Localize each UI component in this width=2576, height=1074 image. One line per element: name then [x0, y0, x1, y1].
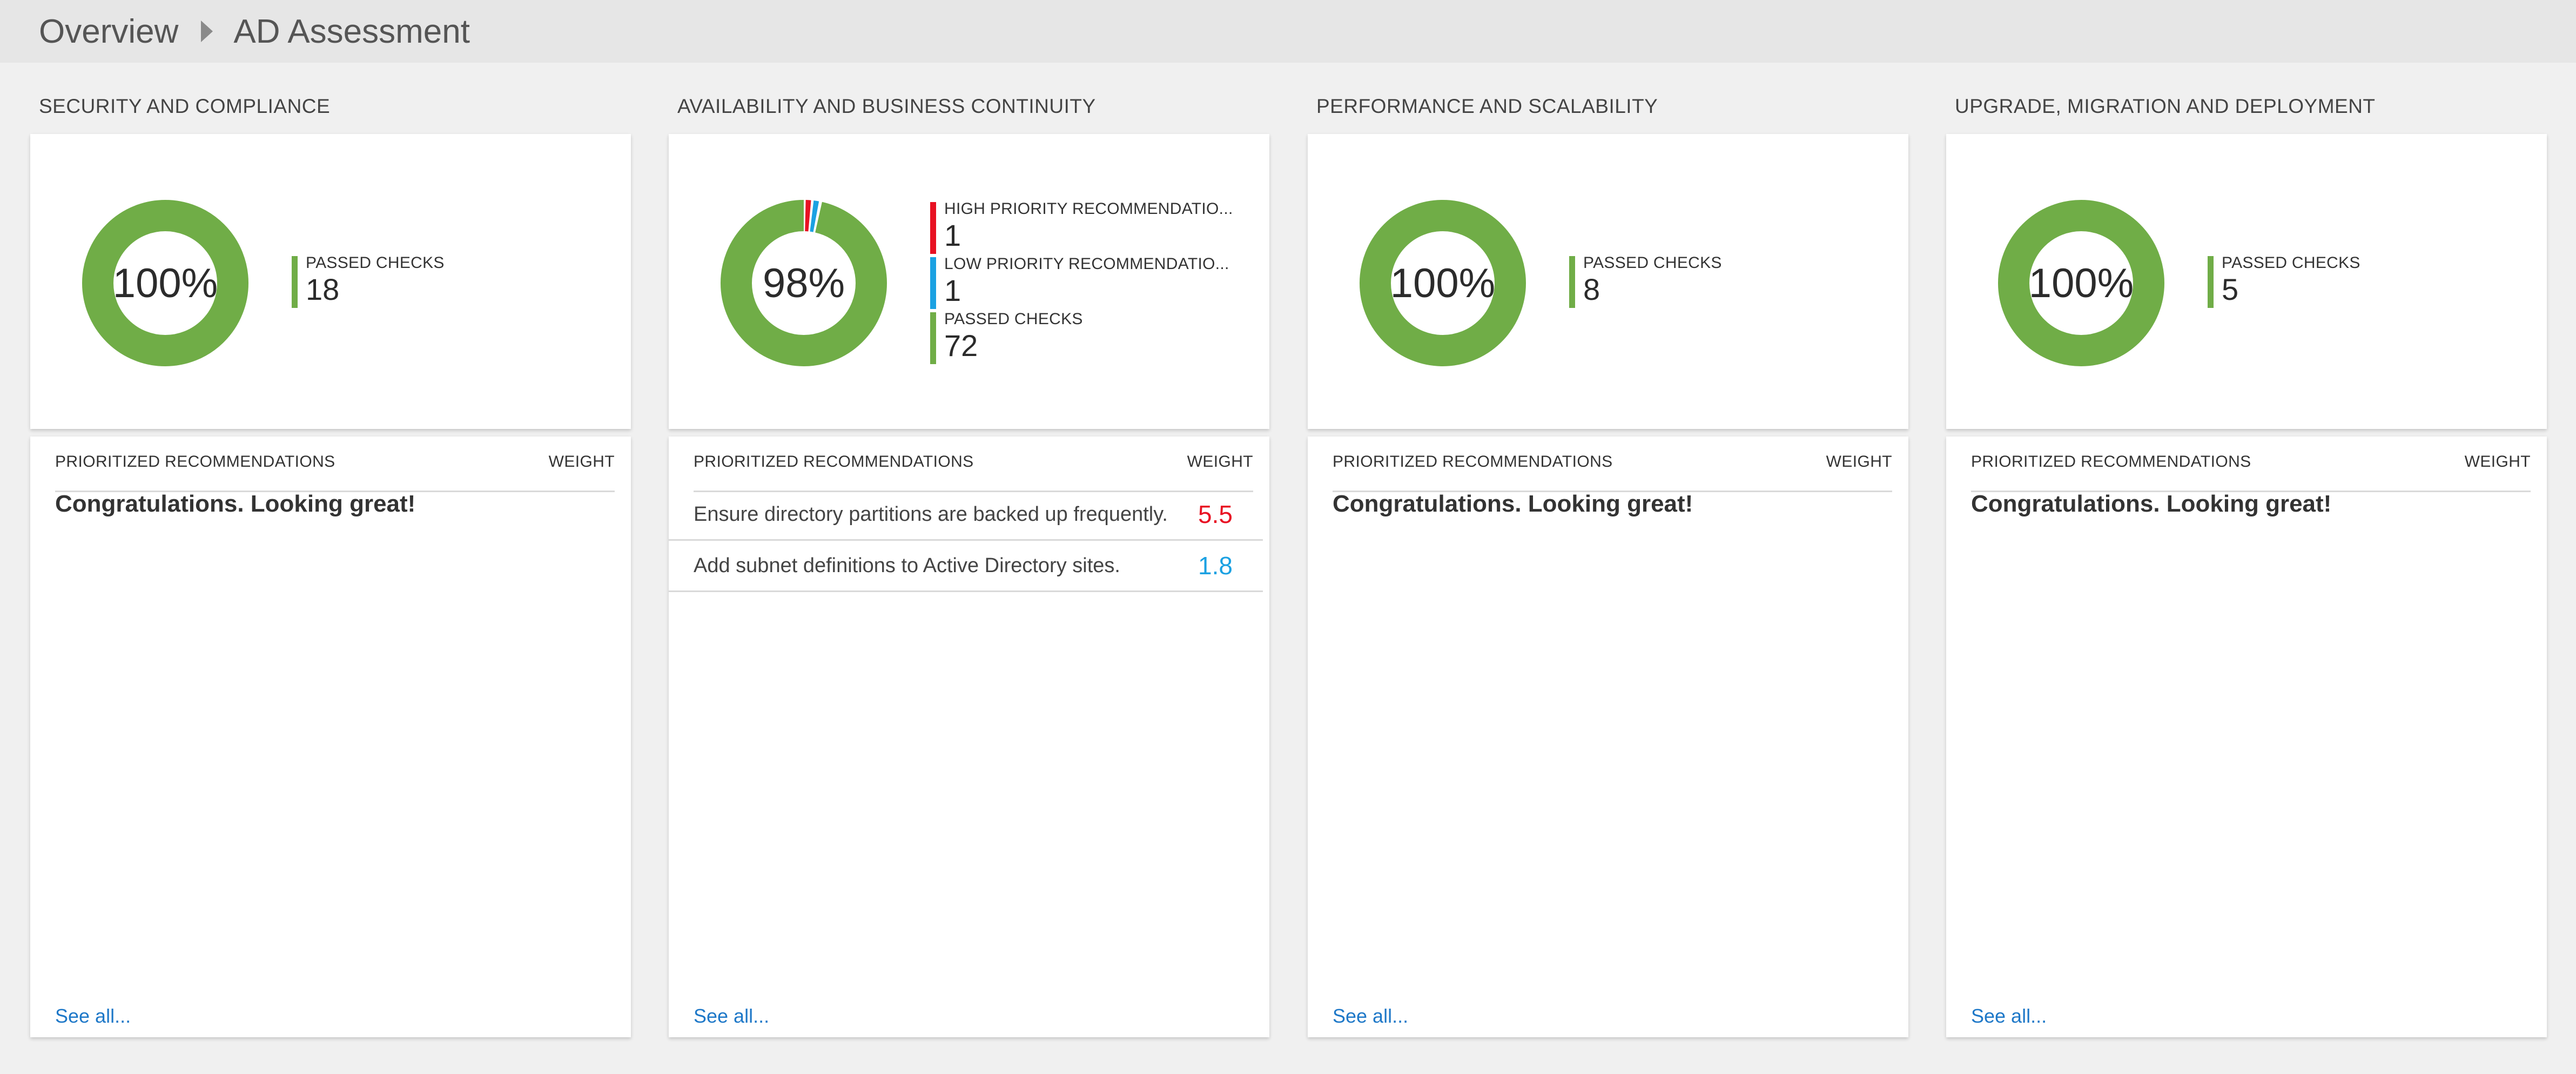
weight-header-label: WEIGHT [1826, 453, 1892, 471]
recommendations-tile: PRIORITIZED RECOMMENDATIONS WEIGHT Congr… [1946, 437, 2547, 1037]
legend-value: 18 [306, 272, 340, 306]
security-summary-tile[interactable]: 100% PASSED CHECKS 18 [30, 134, 631, 429]
legend-label: PASSED CHECKS [306, 254, 445, 272]
donut-chart [1360, 200, 1526, 366]
donut-segment-passed [1998, 200, 2164, 366]
donut-segment-passed [82, 200, 248, 366]
column-title: SECURITY AND COMPLIANCE [39, 95, 331, 117]
legend-item-passed: PASSED CHECKS 5 [2208, 254, 2360, 308]
recommendations-header: PRIORITIZED RECOMMENDATIONS WEIGHT [1971, 453, 2531, 492]
donut-chart [1998, 200, 2164, 366]
legend-label: HIGH PRIORITY RECOMMENDATIO... [944, 200, 1233, 218]
donut-chart [82, 200, 248, 366]
empty-message: Congratulations. Looking great! [1333, 491, 1693, 517]
legend-value: 1 [944, 218, 961, 252]
recommendation-weight: 5.5 [1198, 500, 1233, 528]
column-title: AVAILABILITY AND BUSINESS CONTINUITY [677, 95, 1096, 117]
see-all-link[interactable]: See all... [1971, 1005, 2047, 1027]
breadcrumb-overview[interactable]: Overview [39, 12, 179, 50]
donut-segment-passed [1360, 200, 1526, 366]
recommendations-header-label: PRIORITIZED RECOMMENDATIONS [1971, 453, 2251, 471]
legend: PASSED CHECKS 8 [1569, 253, 1722, 308]
recommendation-weight: 1.8 [1198, 552, 1233, 580]
recommendations-header: PRIORITIZED RECOMMENDATIONS WEIGHT [694, 453, 1253, 492]
recommendations-header: PRIORITIZED RECOMMENDATIONS WEIGHT [1333, 453, 1892, 492]
recommendations-list: Ensure directory partitions are backed u… [669, 489, 1263, 592]
empty-message: Congratulations. Looking great! [1971, 491, 2332, 517]
legend-item-passed: PASSED CHECKS 8 [1569, 254, 1722, 308]
see-all-link[interactable]: See all... [694, 1005, 770, 1027]
see-all-link[interactable]: See all... [55, 1005, 131, 1027]
breadcrumb: Overview AD Assessment [0, 0, 2576, 63]
donut-percent: 98% [762, 260, 845, 306]
legend-item-passed: PASSED CHECKS 72 [930, 310, 1233, 364]
legend-color-bar [2208, 256, 2214, 308]
chevron-right-icon [201, 21, 213, 42]
recommendations-header-label: PRIORITIZED RECOMMENDATIONS [1333, 453, 1613, 471]
legend-item-passed: PASSED CHECKS 18 [292, 254, 445, 308]
legend-label: PASSED CHECKS [2222, 254, 2360, 272]
recommendations-tile: PRIORITIZED RECOMMENDATIONS WEIGHT Congr… [1308, 437, 1908, 1037]
legend-value: 1 [944, 273, 961, 307]
legend-label: PASSED CHECKS [944, 310, 1083, 328]
recommendation-text: Ensure directory partitions are backed u… [694, 502, 1168, 526]
legend-label: LOW PRIORITY RECOMMENDATIO... [944, 255, 1229, 273]
weight-header-label: WEIGHT [548, 453, 615, 471]
weight-header-label: WEIGHT [2464, 453, 2531, 471]
legend-item-high-priority: HIGH PRIORITY RECOMMENDATIO... 1 [930, 200, 1233, 254]
breadcrumb-ad-assessment: AD Assessment [233, 12, 470, 50]
legend-label: PASSED CHECKS [1583, 254, 1722, 272]
legend-color-bar [930, 257, 936, 309]
recommendations-header-label: PRIORITIZED RECOMMENDATIONS [694, 453, 974, 471]
recommendations-header-label: PRIORITIZED RECOMMENDATIONS [55, 453, 335, 471]
donut-segment-passed [721, 200, 887, 366]
donut-chart [721, 200, 887, 366]
legend: PASSED CHECKS 18 [292, 253, 445, 308]
legend-color-bar [292, 256, 298, 308]
recommendation-row[interactable]: Ensure directory partitions are backed u… [669, 489, 1263, 541]
legend-color-bar [930, 202, 936, 254]
see-all-link[interactable]: See all... [1333, 1005, 1409, 1027]
column-title: PERFORMANCE AND SCALABILITY [1316, 95, 1658, 117]
donut-percent: 100% [2028, 260, 2134, 306]
legend-item-low-priority: LOW PRIORITY RECOMMENDATIO... 1 [930, 255, 1233, 309]
legend: PASSED CHECKS 5 [2208, 253, 2360, 308]
empty-message: Congratulations. Looking great! [55, 491, 416, 517]
recommendations-tile: PRIORITIZED RECOMMENDATIONS WEIGHT Congr… [30, 437, 631, 1037]
performance-summary-tile[interactable]: 100% PASSED CHECKS 8 [1308, 134, 1908, 429]
availability-summary-tile[interactable]: 98% HIGH PRIORITY RECOMMENDATIO... 1 LOW… [669, 134, 1269, 429]
donut-percent: 100% [112, 260, 218, 306]
legend: HIGH PRIORITY RECOMMENDATIO... 1 LOW PRI… [930, 199, 1233, 364]
donut-percent: 100% [1390, 260, 1496, 306]
recommendation-row[interactable]: Add subnet definitions to Active Directo… [669, 541, 1263, 592]
recommendation-text: Add subnet definitions to Active Directo… [694, 554, 1120, 577]
legend-value: 8 [1583, 272, 1600, 306]
legend-color-bar [930, 312, 936, 364]
recommendations-header: PRIORITIZED RECOMMENDATIONS WEIGHT [55, 453, 615, 492]
upgrade-summary-tile[interactable]: 100% PASSED CHECKS 5 [1946, 134, 2547, 429]
legend-value: 72 [944, 328, 978, 363]
legend-value: 5 [2222, 272, 2239, 306]
column-title: UPGRADE, MIGRATION AND DEPLOYMENT [1955, 95, 2376, 117]
weight-header-label: WEIGHT [1187, 453, 1253, 471]
legend-color-bar [1569, 256, 1575, 308]
recommendations-tile: PRIORITIZED RECOMMENDATIONS WEIGHT Ensur… [669, 437, 1269, 1037]
